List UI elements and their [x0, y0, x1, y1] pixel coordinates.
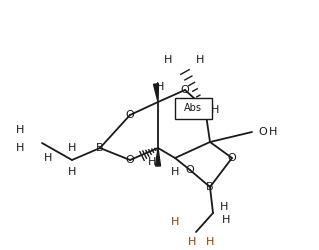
Text: B: B — [96, 143, 104, 153]
Text: H: H — [68, 167, 76, 177]
Text: H: H — [16, 125, 24, 135]
Text: O: O — [258, 127, 267, 137]
Text: H: H — [206, 237, 214, 247]
Text: H: H — [156, 82, 164, 92]
Text: H: H — [222, 215, 230, 225]
Text: H: H — [148, 157, 156, 167]
Text: H: H — [196, 55, 204, 65]
Text: H: H — [171, 167, 179, 177]
Text: O: O — [181, 85, 189, 95]
Text: H: H — [44, 153, 52, 163]
Text: Abs: Abs — [184, 103, 202, 113]
Text: O: O — [186, 165, 194, 175]
Text: H: H — [188, 237, 196, 247]
Text: B: B — [206, 182, 214, 192]
Text: O: O — [126, 110, 134, 120]
Text: O: O — [228, 153, 236, 163]
Text: H: H — [220, 202, 228, 212]
Text: H: H — [68, 143, 76, 153]
Text: H: H — [171, 217, 179, 227]
Text: O: O — [126, 155, 134, 165]
Polygon shape — [155, 148, 160, 166]
Text: H: H — [269, 127, 278, 137]
Polygon shape — [153, 84, 159, 102]
FancyBboxPatch shape — [174, 98, 211, 118]
Text: H: H — [16, 143, 24, 153]
Text: H: H — [211, 105, 219, 115]
Text: H: H — [164, 55, 172, 65]
